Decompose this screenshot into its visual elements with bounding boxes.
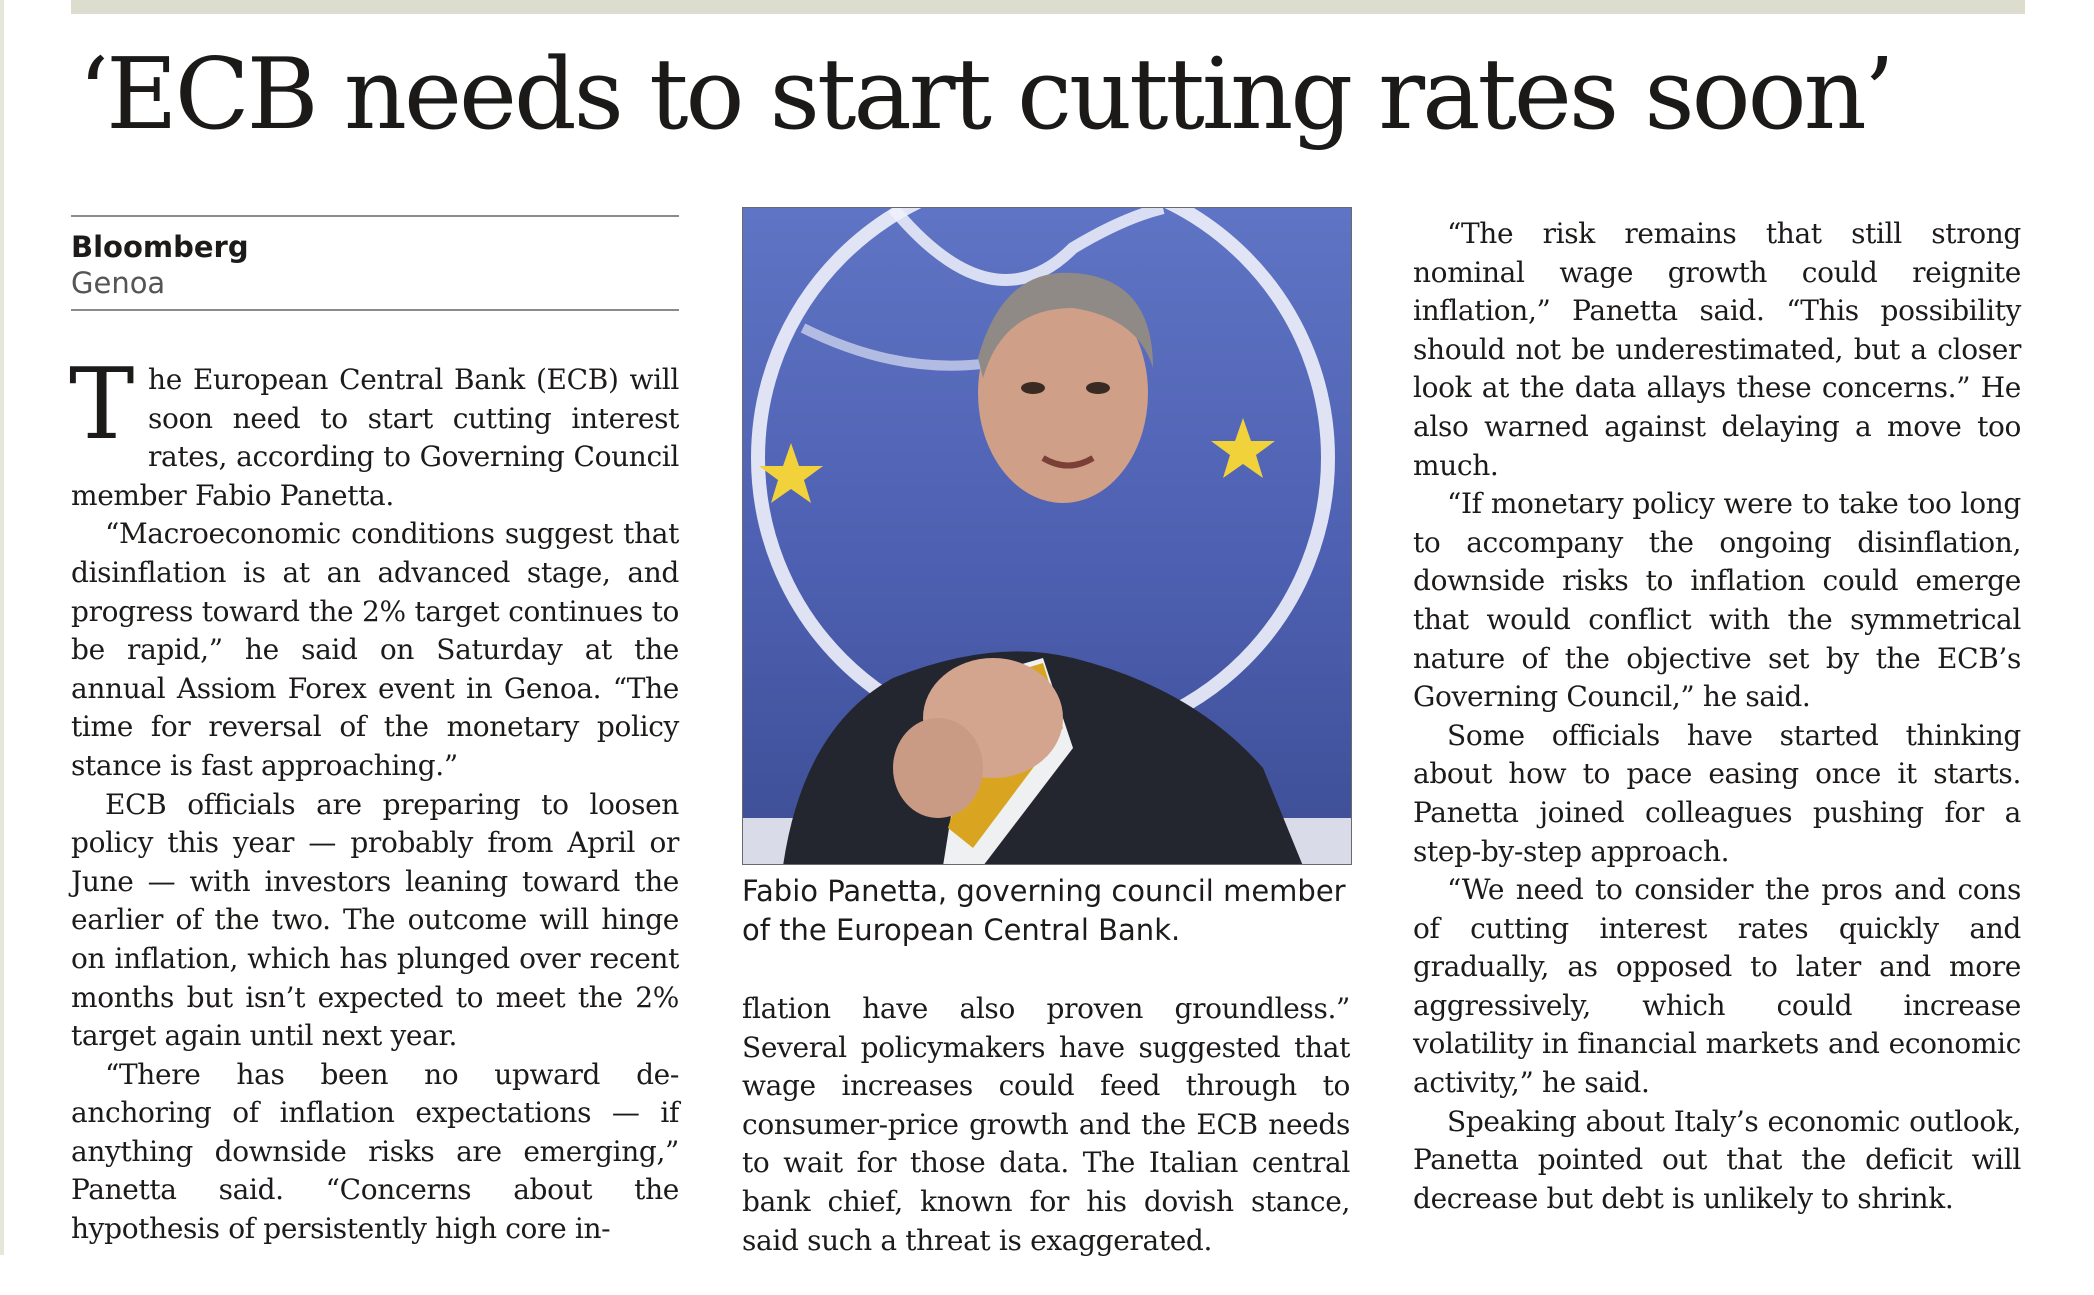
article-paragraph: “There has been no upward de-anchoring o… [71,1057,679,1246]
top-color-bar [71,0,2025,14]
byline-dateline: Genoa [71,266,166,300]
portrait-illustration [743,208,1351,864]
article-paragraph: “Macroeconomic conditions suggest that d… [71,517,679,782]
article-paragraph: ECB officials are preparing to loosen po… [71,787,679,1053]
article-paragraph: Some officials have started thinking abo… [1413,718,2021,868]
byline-top-rule [71,215,679,217]
article-column-3: “The risk remains that still strong nomi… [1413,215,2021,1218]
eu-star-icon [759,443,823,503]
article-headline: ‘ECB needs to start cutting rates soon’ [78,38,1895,152]
drop-cap: T [69,348,135,462]
eu-star-icon [1211,418,1275,478]
photo-caption: Fabio Panetta, governing council member … [742,874,1346,947]
article-column-2: flation have also proven groundless.” Se… [742,990,1350,1260]
article-paragraph: flation have also proven groundless.” Se… [742,992,1350,1257]
article-paragraph: “We need to consider the pros and cons o… [1413,873,2021,1100]
page-edge-rule [0,0,4,1255]
article-photo [742,207,1352,865]
byline-bottom-rule [71,309,679,311]
article-paragraph: Speaking about Italy’s economic outlook,… [1413,1104,2021,1215]
byline: Bloomberg Genoa [71,217,679,309]
article-paragraph: “If monetary policy were to take too lon… [1413,487,2021,714]
article-paragraph: “The risk remains that still strong nomi… [1413,217,2021,482]
paragraph-text: he European Central Bank (ECB) will soon… [71,363,679,512]
byline-source: Bloomberg [71,230,249,264]
